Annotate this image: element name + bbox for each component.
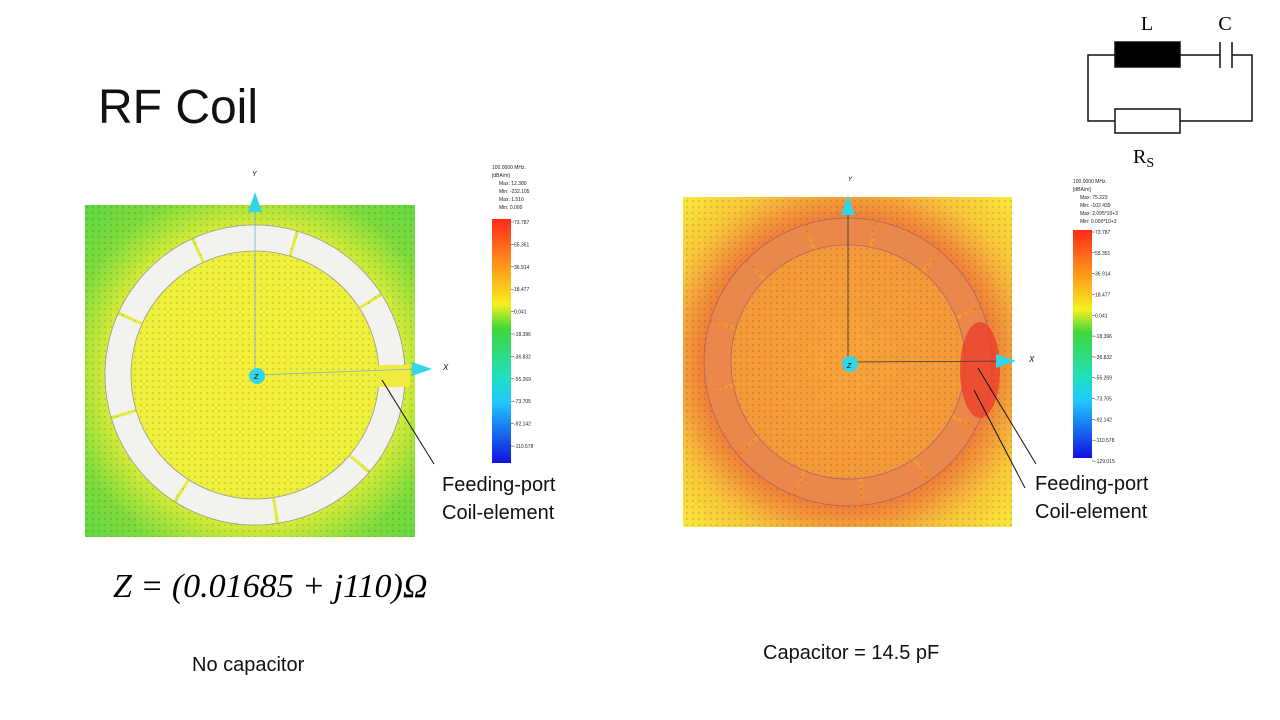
circuit [1087,41,1253,134]
legend-tick-label: -73.705 [1095,397,1112,403]
legend-header: 100.0000 MHz. [1073,179,1107,185]
legend-tick-label: -55.269 [514,377,531,383]
legend-header: Min: 0.000*10+3 [1080,219,1117,225]
annotation: Feeding-port [1035,473,1149,495]
legend-tick-label: -36.832 [1095,355,1112,361]
annotation: Feeding-port [442,474,556,496]
legend-right: 100.0000 MHz. [dBA/m] Max: 75.223 Min: -102… [1073,179,1118,465]
axis-label-z: Z [846,363,852,370]
legend-tick-label: -55.269 [1095,376,1112,382]
legend-header: [dBA/m] [1073,187,1091,193]
legend-tick-label: 0.041 [1095,313,1108,319]
axis-label-x: X [1028,355,1035,364]
legend-tick-label: 73.787 [514,220,530,226]
legend-left: 100.0000 MHz. [dBA/m] Max: 12.380 Min: -232… [492,165,534,450]
legend-tick-label: 55.351 [1095,251,1111,257]
field-plot-right [683,195,1037,527]
annotation: Coil-element [442,502,555,524]
impedance-equation: Z = (0.01685 + j110)Ω [113,568,427,605]
resistor-label: RS [1133,146,1154,171]
legend-header: Min: -102.439 [1080,203,1111,209]
legend-tick-label: 55.351 [514,242,530,248]
legend-tick-label: 73.787 [1095,230,1111,236]
color-bar [492,219,511,463]
axis-label-x: X [442,363,449,372]
legend-header: Max: 2.095*10+3 [1080,211,1118,217]
legend-tick-label: -129.015 [1095,459,1115,465]
axis-label-y: Y [848,177,853,183]
caption: No capacitor [192,654,305,676]
resistor-subscript: S [1146,156,1154,171]
legend-header: 100.0000 MHz. [492,165,526,171]
legend-header: Min: -232.105 [499,189,530,195]
annotation: Coil-element [1035,501,1148,523]
legend-header: Max: 75.223 [1080,195,1108,201]
axis-label-y: Y [252,171,258,178]
legend-tick-label: 18.477 [514,287,530,293]
legend-header: Max: 12.380 [499,181,527,187]
legend-tick-label: -92.142 [514,422,531,428]
legend-tick-label: -18.396 [1095,334,1112,340]
legend-header: Min: 0.000 [499,205,523,211]
legend-tick-label: -110.578 [1095,438,1115,444]
caption: Capacitor = 14.5 pF [763,642,939,664]
field-plot-left [85,192,435,537]
legend-tick-label: -73.705 [514,399,531,405]
slide-title: RF Coil [98,81,258,134]
legend-header: Max: 1.510 [499,197,524,203]
resistor-symbol: R [1133,146,1147,168]
legend-tick-label: -36.832 [514,354,531,360]
legend-header: [dBA/m] [492,173,510,179]
legend-tick-label: -92.142 [1095,417,1112,423]
legend-tick-label: -110.578 [514,444,534,450]
color-bar [1073,230,1092,458]
inductor-label: L [1141,13,1153,35]
legend-tick-label: 0.041 [514,310,527,316]
legend-tick-label: 36.914 [1095,272,1111,278]
capacitor-label: C [1218,13,1231,35]
legend-tick-label: -18.396 [514,332,531,338]
axis-label-z: Z [253,374,259,381]
legend-tick-label: 18.477 [1095,292,1111,298]
legend-tick-label: 36.914 [514,265,530,271]
